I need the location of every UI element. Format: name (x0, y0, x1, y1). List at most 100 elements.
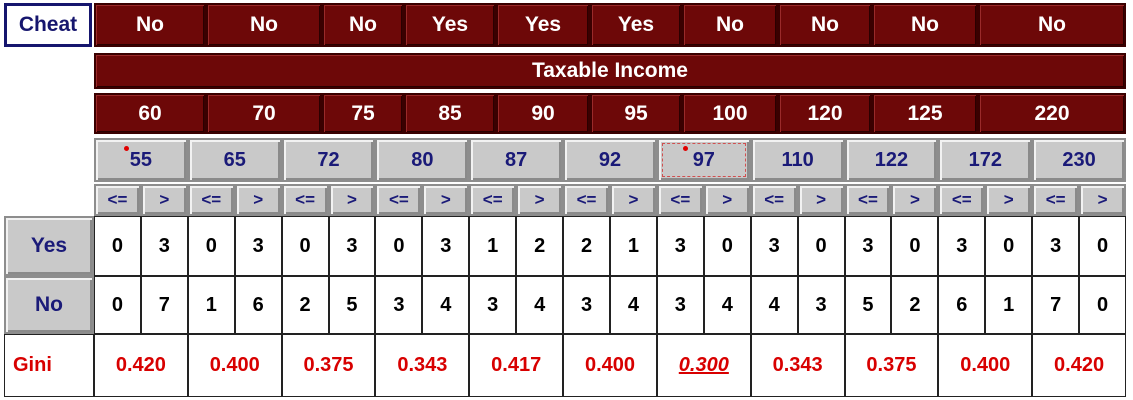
yes-count-cell: 3 (140, 216, 188, 276)
comparator-le-cell: <= (469, 184, 517, 216)
cheat-value: No (811, 13, 839, 36)
comparator-symbol: > (816, 190, 827, 209)
split-position-cell: 172 (938, 138, 1033, 182)
split-position-cell: 65 (187, 138, 282, 182)
no-count-value: 3 (393, 293, 405, 316)
split-position-value: 65 (223, 148, 246, 171)
no-count-value: 4 (440, 293, 452, 316)
yes-count-cell: 3 (750, 216, 798, 276)
no-count-cell: 3 (797, 276, 845, 334)
yes-count-value: 3 (674, 234, 686, 257)
comparator-gt-cell: > (610, 184, 657, 216)
yes-count-cell: 1 (610, 216, 657, 276)
gini-value-cell: 0.400 (938, 334, 1033, 397)
no-count-cell: 4 (703, 276, 751, 334)
comparator-gt-cell: > (891, 184, 939, 216)
no-count-value: 5 (346, 293, 358, 316)
income-value: 85 (438, 101, 462, 125)
yes-count-cell: 3 (656, 216, 704, 276)
no-count-value: 4 (627, 293, 640, 316)
taxable-income-title: Taxable Income (531, 59, 688, 82)
cheat-value-cell: Yes (404, 3, 496, 47)
income-value: 60 (138, 101, 162, 125)
no-count-cell: 7 (1032, 276, 1080, 334)
income-value-cell: 220 (978, 93, 1126, 134)
no-count-value: 3 (815, 293, 827, 316)
cheat-value: No (136, 13, 164, 36)
comparator-symbol: <= (388, 190, 409, 209)
no-count-cell: 0 (94, 276, 141, 334)
no-count-cell: 4 (750, 276, 798, 334)
no-count-cell: 0 (1079, 276, 1126, 334)
taxable-income-header: Taxable Income (94, 53, 1126, 89)
income-value-cell: 125 (872, 93, 978, 134)
comparator-symbol: > (253, 190, 264, 209)
comparator-symbol: > (628, 190, 639, 209)
yes-count-cell: 0 (703, 216, 751, 276)
cheat-value-cell: Yes (590, 3, 682, 47)
no-count-cell: 3 (563, 276, 610, 334)
gini-value-cell: 0.417 (469, 334, 564, 397)
income-value-cell: 120 (778, 93, 872, 134)
gini-label-text: Gini (13, 354, 52, 376)
cheat-value-cell: No (94, 3, 206, 47)
comparator-le-cell: <= (281, 184, 329, 216)
no-count-value: 2 (909, 293, 921, 316)
gini-value-cell: 0.420 (94, 334, 188, 397)
comparator-symbol: <= (1045, 190, 1066, 209)
comparator-le-cell: <= (750, 184, 798, 216)
no-count-cell: 4 (422, 276, 470, 334)
cheat-value-cell: No (206, 3, 322, 47)
no-count-cell: 6 (938, 276, 986, 334)
gini-value: 0.343 (772, 354, 823, 376)
cheat-value-cell: No (978, 3, 1126, 47)
no-count-cell: 4 (516, 276, 564, 334)
comparator-symbol: > (909, 190, 920, 209)
split-marker-dot (682, 146, 688, 151)
split-position-value: 80 (411, 148, 434, 171)
no-count-cell: 3 (469, 276, 517, 334)
no-count-value: 4 (721, 293, 733, 316)
cheat-value: No (349, 13, 377, 36)
comparator-le-cell: <= (938, 184, 986, 216)
cheat-value-cell: No (682, 3, 778, 47)
income-value-cell: 75 (322, 93, 404, 134)
split-position-cell: 97 (656, 138, 751, 182)
comparator-symbol: <= (858, 190, 878, 209)
no-count-cell: 6 (234, 276, 282, 334)
comparator-symbol: <= (576, 190, 597, 209)
gini-value: 0.375 (866, 354, 917, 376)
no-count-value: 3 (487, 293, 499, 316)
gini-value-cell: 0.420 (1032, 334, 1126, 397)
no-count-cell: 5 (328, 276, 376, 334)
cheat-value: No (250, 13, 278, 36)
split-position-value: 172 (968, 148, 1002, 171)
yes-count-value: 2 (580, 234, 593, 257)
gini-value: 0.400 (209, 354, 260, 376)
yes-count-value: 3 (1050, 234, 1062, 257)
gini-value: 0.420 (1054, 354, 1105, 376)
gini-value-cell: 0.343 (375, 334, 470, 397)
comparator-gt-cell: > (516, 184, 564, 216)
comparator-symbol: <= (107, 190, 128, 209)
no-count-cell: 1 (985, 276, 1033, 334)
yes-count-cell: 0 (94, 216, 141, 276)
no-count-cell: 2 (891, 276, 939, 334)
yes-count-cell: 1 (469, 216, 517, 276)
comparator-le-cell: <= (844, 184, 892, 216)
yes-count-cell: 3 (234, 216, 282, 276)
income-value-cell: 100 (682, 93, 778, 134)
yes-count-cell: 0 (797, 216, 845, 276)
split-position-value: 110 (781, 148, 814, 171)
yes-count-cell: 2 (563, 216, 610, 276)
split-position-cell: 80 (375, 138, 470, 182)
comparator-gt-cell: > (703, 184, 751, 216)
no-row-label-text: No (35, 293, 63, 316)
comparator-gt-cell: > (140, 184, 188, 216)
no-count-value: 3 (674, 293, 686, 316)
yes-count-value: 0 (909, 234, 921, 257)
no-count-value: 3 (580, 293, 593, 316)
yes-count-value: 3 (440, 234, 452, 257)
yes-count-value: 0 (111, 234, 124, 257)
yes-count-cell: 0 (375, 216, 423, 276)
